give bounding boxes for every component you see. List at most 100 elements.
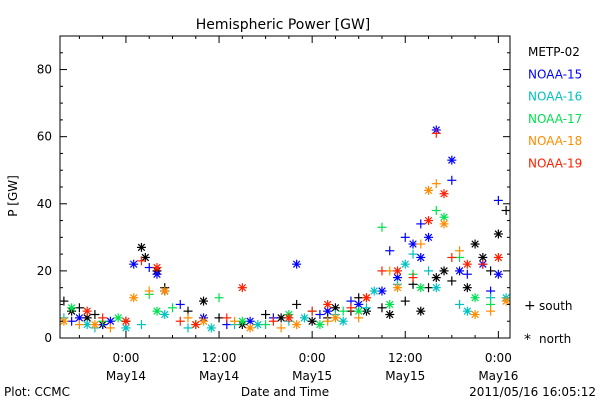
data-point [548,240,557,249]
y-tick-label: 0 [44,331,52,345]
data-point [284,313,294,323]
data-markers [60,58,600,333]
data-point [587,266,596,275]
data-point [361,293,371,303]
data-point [82,306,92,316]
data-point [408,273,418,283]
data-point [245,323,255,333]
data-point [152,269,162,279]
data-point [493,229,503,239]
data-point [191,320,201,330]
marker-south-symbol: + [524,298,536,314]
x-tick-label-date: May15 [385,369,425,383]
y-axis-label: P [GW] [6,175,20,217]
data-point [315,310,325,320]
data-point [556,273,565,282]
data-point [564,263,573,272]
data-point [439,266,449,276]
legend-entry: NOAA-18 [528,134,582,148]
data-point [579,290,588,299]
data-point [152,306,162,316]
data-point [214,313,224,323]
data-point [408,239,418,249]
data-point [74,303,84,313]
data-point [533,260,542,269]
data-point [136,256,146,266]
data-point [587,169,596,178]
data-point [377,266,387,276]
data-point [571,297,580,306]
data-point [276,313,286,323]
data-point [183,313,193,323]
data-point [237,316,247,326]
data-point [237,283,247,293]
data-point [60,303,61,306]
x-tick-label-time: 0:00 [299,351,326,365]
data-point [493,195,503,205]
data-point [579,58,588,67]
data-point [60,316,69,326]
data-point [424,266,434,276]
data-point [268,316,278,326]
data-point [408,249,418,259]
data-point [400,232,410,242]
data-point [361,303,371,313]
data-point [385,246,395,256]
x-axis-label: Date and Time [241,385,329,399]
data-point [447,175,457,185]
marker-north-symbol: * [524,332,531,348]
x-tick-label-time: 12:00 [388,351,423,365]
data-point [416,306,426,316]
data-point [330,313,340,323]
data-point [439,189,449,199]
data-point [60,296,69,306]
data-point [230,316,240,326]
data-point [385,266,395,276]
data-point [509,263,510,265]
data-point [136,320,146,330]
data-point [470,239,480,249]
data-point [253,320,263,330]
data-point [144,286,154,296]
data-point [571,280,580,289]
marker-south-label: south [539,299,573,313]
data-point [385,299,395,309]
data-point [144,263,154,273]
data-point [493,252,503,262]
data-point [424,185,434,195]
data-point [338,316,348,326]
data-point [276,323,286,333]
data-point [393,283,402,293]
x-tick-label-time: 0:00 [112,351,139,365]
data-point [564,273,573,282]
data-point [424,232,434,242]
data-point [385,310,395,320]
data-point [439,219,449,229]
data-point [299,313,309,323]
data-point [338,306,348,316]
data-point [98,313,108,323]
data-point [323,316,333,326]
data-point [377,303,387,313]
x-tick-label-date: May14 [106,369,146,383]
legend-entry: NOAA-15 [528,67,582,81]
data-point [462,269,472,279]
data-point [595,196,600,205]
data-point [136,242,146,252]
legend-marker-north: * north [524,332,571,348]
data-point [175,316,185,326]
data-point [183,323,193,333]
data-point [354,313,364,323]
data-point [447,155,457,165]
data-point [377,286,387,296]
data-point [595,223,600,232]
data-point [416,283,426,293]
data-point [90,310,100,320]
data-point [307,316,317,326]
data-point [431,179,441,189]
data-point [548,250,557,259]
data-point [493,269,503,279]
data-point [571,216,580,225]
data-point [121,323,131,333]
data-point [129,293,139,303]
